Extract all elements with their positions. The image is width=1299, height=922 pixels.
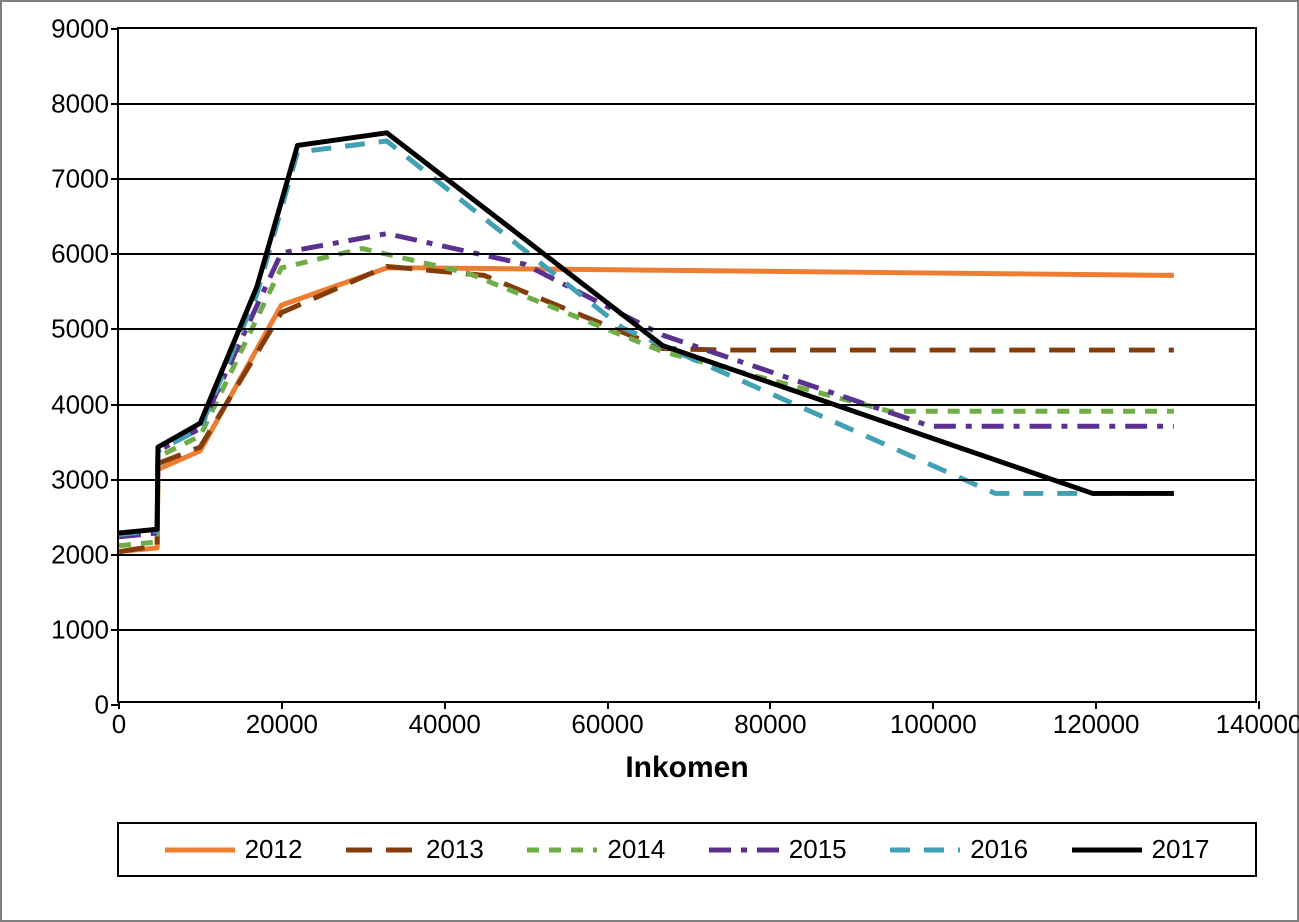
grid-line [119,103,1255,105]
y-tick-label: 4000 [51,389,119,420]
x-tick-mark [1258,701,1260,709]
legend-swatch [709,839,779,861]
grid-line [119,178,1255,180]
x-tick-mark [118,701,120,709]
y-tick-mark [111,328,119,330]
y-tick-mark [111,178,119,180]
legend-label: 2017 [1152,834,1210,865]
legend-swatch [890,839,960,861]
chart-frame: 0100020003000400050006000700080009000020… [0,0,1299,922]
y-tick-label: 6000 [51,239,119,270]
legend-label: 2016 [970,834,1028,865]
legend-swatch [527,839,597,861]
legend-swatch [1072,839,1142,861]
y-tick-label: 7000 [51,164,119,195]
series-2017 [119,133,1174,533]
x-axis-title: Inkomen [625,751,748,785]
legend: 2012 2013 2014 2015 2016 2017 [117,822,1257,877]
x-tick-mark [1095,701,1097,709]
series-2015 [119,234,1174,537]
y-tick-label: 8000 [51,89,119,120]
y-tick-mark [111,103,119,105]
legend-item-2016: 2016 [890,834,1028,865]
series-2016 [119,141,1174,534]
legend-item-2013: 2013 [346,834,484,865]
legend-label: 2013 [426,834,484,865]
y-tick-mark [111,554,119,556]
chart-area: 0100020003000400050006000700080009000020… [32,27,1267,807]
legend-item-2017: 2017 [1072,834,1210,865]
grid-line [119,554,1255,556]
grid-line [119,253,1255,255]
y-tick-label: 1000 [51,614,119,645]
y-tick-label: 2000 [51,539,119,570]
grid-line [119,404,1255,406]
legend-label: 2015 [789,834,847,865]
x-tick-mark [932,701,934,709]
legend-swatch [346,839,416,861]
y-tick-mark [111,404,119,406]
y-tick-mark [111,28,119,30]
legend-label: 2012 [245,834,303,865]
y-tick-label: 5000 [51,314,119,345]
x-tick-mark [607,701,609,709]
legend-swatch [165,839,235,861]
x-tick-mark [444,701,446,709]
legend-label: 2014 [607,834,665,865]
grid-line [119,629,1255,631]
grid-line [119,479,1255,481]
legend-item-2014: 2014 [527,834,665,865]
y-tick-label: 3000 [51,464,119,495]
x-tick-mark [281,701,283,709]
grid-line [119,328,1255,330]
legend-item-2012: 2012 [165,834,303,865]
y-tick-label: 9000 [51,14,119,45]
chart-lines [119,29,1255,701]
y-tick-mark [111,629,119,631]
y-tick-mark [111,253,119,255]
y-tick-mark [111,479,119,481]
series-2014 [119,249,1174,546]
x-tick-mark [769,701,771,709]
legend-item-2015: 2015 [709,834,847,865]
plot-area: 0100020003000400050006000700080009000020… [117,27,1257,703]
